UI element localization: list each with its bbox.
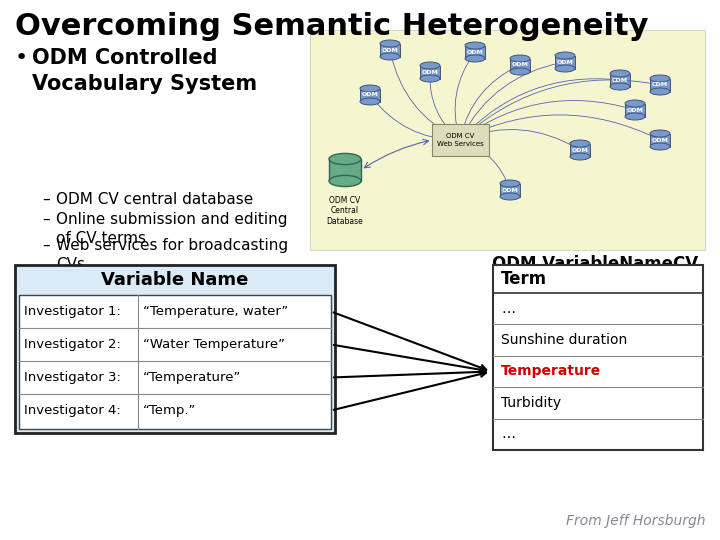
FancyBboxPatch shape bbox=[420, 65, 440, 78]
Ellipse shape bbox=[570, 153, 590, 160]
Text: –: – bbox=[42, 192, 50, 207]
Text: Investigator 4:: Investigator 4: bbox=[24, 404, 121, 417]
Text: ODM: ODM bbox=[652, 138, 668, 143]
FancyBboxPatch shape bbox=[431, 124, 488, 156]
Text: ODM Controlled
Vocabulary System: ODM Controlled Vocabulary System bbox=[32, 48, 257, 94]
Ellipse shape bbox=[500, 180, 520, 187]
Text: –: – bbox=[42, 212, 50, 227]
Text: ODM: ODM bbox=[382, 48, 398, 52]
Ellipse shape bbox=[420, 75, 440, 82]
Text: Investigator 2:: Investigator 2: bbox=[24, 338, 121, 351]
FancyBboxPatch shape bbox=[650, 78, 670, 91]
FancyBboxPatch shape bbox=[570, 144, 590, 157]
Ellipse shape bbox=[555, 52, 575, 59]
FancyBboxPatch shape bbox=[510, 58, 530, 71]
Ellipse shape bbox=[555, 65, 575, 72]
Ellipse shape bbox=[380, 40, 400, 47]
Ellipse shape bbox=[360, 85, 380, 92]
Text: ODM CV central database: ODM CV central database bbox=[56, 192, 253, 207]
Text: ODM: ODM bbox=[467, 50, 483, 55]
Text: From Jeff Horsburgh: From Jeff Horsburgh bbox=[565, 514, 705, 528]
Text: Variable Name: Variable Name bbox=[102, 271, 248, 289]
Text: Online submission and editing
of CV terms: Online submission and editing of CV term… bbox=[56, 212, 287, 246]
Ellipse shape bbox=[380, 53, 400, 60]
FancyBboxPatch shape bbox=[15, 265, 335, 433]
Text: ODM CV
Web Services: ODM CV Web Services bbox=[436, 133, 483, 146]
Text: CDM: CDM bbox=[652, 83, 668, 87]
FancyBboxPatch shape bbox=[465, 45, 485, 58]
Text: •: • bbox=[15, 48, 28, 68]
Text: ODM: ODM bbox=[361, 92, 379, 98]
FancyBboxPatch shape bbox=[555, 56, 575, 69]
FancyBboxPatch shape bbox=[360, 89, 380, 102]
Ellipse shape bbox=[650, 143, 670, 150]
Ellipse shape bbox=[625, 100, 645, 107]
Text: Overcoming Semantic Heterogeneity: Overcoming Semantic Heterogeneity bbox=[15, 12, 649, 41]
Ellipse shape bbox=[625, 113, 645, 120]
Ellipse shape bbox=[610, 70, 630, 77]
Ellipse shape bbox=[329, 176, 361, 187]
FancyBboxPatch shape bbox=[650, 133, 670, 146]
FancyBboxPatch shape bbox=[610, 73, 630, 86]
Text: “Temperature”: “Temperature” bbox=[143, 371, 241, 384]
Ellipse shape bbox=[650, 130, 670, 137]
Ellipse shape bbox=[360, 98, 380, 105]
Text: Turbidity: Turbidity bbox=[501, 396, 561, 410]
FancyBboxPatch shape bbox=[500, 184, 520, 197]
Ellipse shape bbox=[500, 193, 520, 200]
Ellipse shape bbox=[610, 83, 630, 90]
Ellipse shape bbox=[510, 55, 530, 62]
Text: ODM: ODM bbox=[422, 70, 438, 75]
Text: ODM CV
Central
Database: ODM CV Central Database bbox=[327, 196, 364, 226]
FancyBboxPatch shape bbox=[625, 104, 645, 117]
Text: Sunshine duration: Sunshine duration bbox=[501, 333, 627, 347]
Text: ODM: ODM bbox=[502, 187, 518, 192]
Text: “Water Temperature”: “Water Temperature” bbox=[143, 338, 284, 351]
Ellipse shape bbox=[329, 153, 361, 165]
FancyBboxPatch shape bbox=[380, 44, 400, 57]
Text: “Temp.”: “Temp.” bbox=[143, 404, 196, 417]
Text: Term: Term bbox=[501, 270, 547, 288]
Text: “Temperature, water”: “Temperature, water” bbox=[143, 305, 288, 318]
Text: ODM: ODM bbox=[512, 63, 528, 68]
Ellipse shape bbox=[650, 88, 670, 95]
Ellipse shape bbox=[510, 68, 530, 75]
Ellipse shape bbox=[465, 42, 485, 49]
FancyBboxPatch shape bbox=[310, 30, 705, 250]
Ellipse shape bbox=[570, 140, 590, 147]
FancyBboxPatch shape bbox=[19, 295, 331, 429]
Text: ODM VariableNameCV: ODM VariableNameCV bbox=[492, 255, 698, 273]
FancyBboxPatch shape bbox=[329, 159, 361, 181]
Text: ODM: ODM bbox=[557, 59, 573, 64]
Text: …: … bbox=[501, 427, 515, 441]
Text: Investigator 1:: Investigator 1: bbox=[24, 305, 121, 318]
Text: –: – bbox=[42, 238, 50, 253]
Text: …: … bbox=[501, 302, 515, 316]
Ellipse shape bbox=[420, 62, 440, 69]
Ellipse shape bbox=[465, 55, 485, 62]
Text: ODM: ODM bbox=[572, 147, 588, 152]
Text: ODM: ODM bbox=[626, 107, 644, 112]
Text: Web services for broadcasting
CVs: Web services for broadcasting CVs bbox=[56, 238, 288, 272]
FancyBboxPatch shape bbox=[493, 265, 703, 450]
Text: Investigator 3:: Investigator 3: bbox=[24, 371, 121, 384]
Text: CDM: CDM bbox=[612, 78, 628, 83]
Ellipse shape bbox=[650, 75, 670, 82]
Text: Temperature: Temperature bbox=[501, 364, 601, 379]
